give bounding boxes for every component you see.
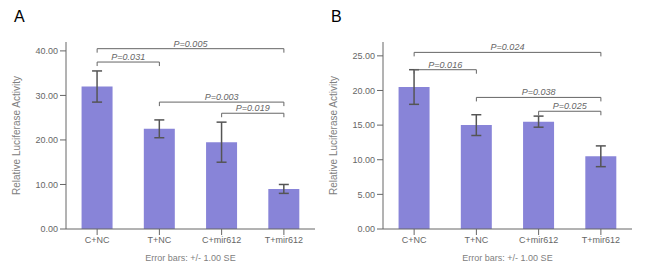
svg-text:P=0.024: P=0.024 xyxy=(491,42,525,52)
svg-text:P=0.025: P=0.025 xyxy=(553,101,588,111)
svg-text:P=0.016: P=0.016 xyxy=(428,60,462,70)
svg-text:0.00: 0.00 xyxy=(357,224,375,234)
svg-text:P=0.031: P=0.031 xyxy=(111,52,145,62)
svg-text:Error bars: +/- 1.00 SE: Error bars: +/- 1.00 SE xyxy=(145,253,235,263)
svg-text:T+mir612: T+mir612 xyxy=(582,235,620,245)
svg-text:C+NC: C+NC xyxy=(402,235,427,245)
svg-text:T+NC: T+NC xyxy=(464,235,488,245)
svg-text:Relative Luciferase Activity: Relative Luciferase Activity xyxy=(11,76,22,195)
svg-text:Error bars: +/- 1.00 SE: Error bars: +/- 1.00 SE xyxy=(462,253,552,263)
svg-text:20.00: 20.00 xyxy=(35,135,58,145)
svg-text:C+mir612: C+mir612 xyxy=(202,235,241,245)
svg-text:P=0.005: P=0.005 xyxy=(174,39,209,49)
svg-text:25.00: 25.00 xyxy=(352,51,375,61)
svg-text:30.00: 30.00 xyxy=(35,91,58,101)
svg-text:20.00: 20.00 xyxy=(352,86,375,96)
svg-text:10.00: 10.00 xyxy=(35,180,58,190)
svg-text:T+mir612: T+mir612 xyxy=(265,235,303,245)
svg-text:P=0.038: P=0.038 xyxy=(522,87,556,97)
svg-text:0.00: 0.00 xyxy=(40,224,58,234)
svg-text:10.00: 10.00 xyxy=(352,155,375,165)
svg-text:P=0.019: P=0.019 xyxy=(236,103,270,113)
svg-text:P=0.003: P=0.003 xyxy=(205,92,239,102)
svg-text:5.00: 5.00 xyxy=(357,190,375,200)
html-text:A: A xyxy=(14,8,25,25)
svg-text:40.00: 40.00 xyxy=(35,46,58,56)
svg-text:15.00: 15.00 xyxy=(352,120,375,130)
svg-text:C+mir612: C+mir612 xyxy=(519,235,558,245)
svg-text:Relative Luciferase Activity: Relative Luciferase Activity xyxy=(328,76,339,195)
svg-text:C+NC: C+NC xyxy=(85,235,110,245)
svg-text:T+NC: T+NC xyxy=(147,235,171,245)
html-text:B: B xyxy=(331,8,342,25)
